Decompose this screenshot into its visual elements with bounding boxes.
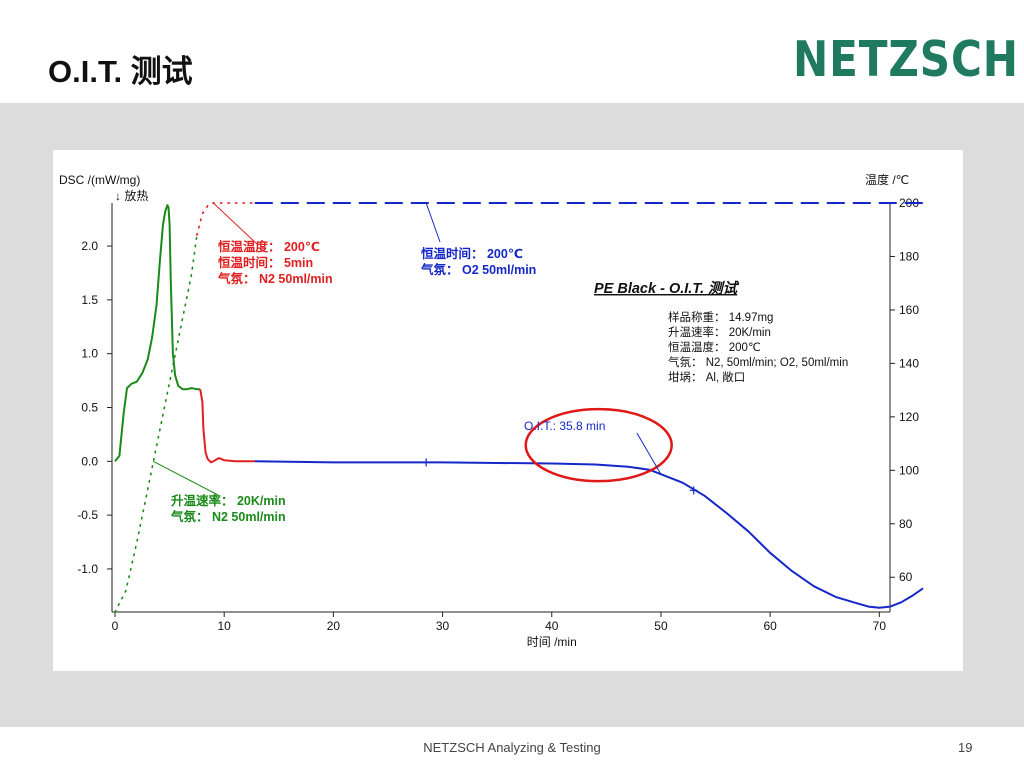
oit-value-label: O.I.T.: 35.8 min	[524, 419, 605, 433]
x-tick-label: 30	[436, 619, 450, 633]
heating-leader	[152, 460, 219, 496]
x-tick-label: 40	[545, 619, 559, 633]
temperature-curve-4	[196, 202, 256, 236]
footer-text: NETZSCH Analyzing & Testing	[423, 740, 601, 755]
temperature-curve-3	[114, 234, 198, 613]
x-axis-title: 时间 /min	[527, 635, 577, 649]
y2-tick-label: 160	[899, 303, 919, 317]
y2-tick-label: 80	[899, 517, 913, 531]
oit-highlight-ellipse	[524, 407, 673, 483]
x-tick-label: 60	[763, 619, 777, 633]
sample-info-line: 样品称重： 14.97mg	[668, 310, 773, 324]
sample-info-line: 升温速率： 20K/min	[668, 325, 771, 339]
n2-hold-leader	[212, 202, 259, 246]
y2-tick-label: 60	[899, 570, 913, 584]
exotherm-note: ↓ 放热	[115, 188, 148, 203]
chart-panel: 0 10 20 30 40 50 60 70 -1.0 -0.5 0.0 0.5 1.0 1.5 2.0 60…	[53, 150, 963, 671]
dsc-curve-0	[114, 204, 201, 462]
o2-hold-annotation: 气氛： O2 50ml/min	[420, 262, 536, 277]
sample-info-line: 气氛： N2, 50ml/min; O2, 50ml/min	[668, 355, 848, 369]
x-tick-label: 70	[873, 619, 887, 633]
y-tick-label: 0.5	[81, 401, 98, 415]
oit-chart: 0 10 20 30 40 50 60 70 -1.0 -0.5 0.0 0.5 1.0 1.5 2.0 60…	[59, 172, 924, 649]
x-tick-label: 10	[218, 619, 232, 633]
dsc-curve-2	[254, 460, 924, 609]
dsc-curve-1	[199, 389, 255, 464]
sample-info-line: 恒温温度： 200℃	[668, 340, 761, 354]
y-tick-label: 0.0	[81, 454, 98, 468]
heating-annotation: 气氛： N2 50ml/min	[170, 509, 286, 524]
y-tick-label: -1.0	[77, 562, 98, 576]
oit-leader	[636, 432, 662, 475]
y2-tick-label: 120	[899, 410, 919, 424]
o2-hold-annotation: 恒温时间： 200℃	[421, 246, 523, 261]
netzsch-logo: NETZSCH	[793, 31, 1019, 88]
o2-hold-leader	[425, 202, 441, 243]
slide-title: O.I.T. 测试	[48, 54, 193, 89]
n2-hold-annotation: 恒温时间： 5min	[218, 255, 313, 270]
chart-curves	[114, 202, 924, 613]
y-tick-label: 1.5	[81, 293, 98, 307]
slide-header: O.I.T. 测试 NETZSCH	[0, 0, 1024, 103]
page-number: 19	[958, 740, 973, 755]
sample-info-line: 坩埚： Al, 敞口	[668, 370, 745, 384]
y2-tick-label: 180	[899, 249, 919, 263]
y-tick-label: 2.0	[81, 239, 98, 253]
y2-axis-title: 温度 /℃	[865, 172, 909, 187]
y2-tick-label: 100	[899, 463, 919, 477]
chart-axes: 0 10 20 30 40 50 60 70 -1.0 -0.5 0.0 0.5 1.0 1.5 2.0 60…	[59, 172, 919, 649]
y-axis-title: DSC /(mW/mg)	[59, 173, 140, 187]
n2-hold-annotation: 气氛： N2 50ml/min	[217, 271, 333, 286]
chart-title: PE Black - O.I.T. 测试	[594, 280, 740, 297]
heating-annotation: 升温速率： 20K/min	[171, 493, 286, 508]
y2-tick-label: 140	[899, 356, 919, 370]
x-tick-label: 20	[327, 619, 341, 633]
y-tick-label: 1.0	[81, 347, 98, 361]
x-tick-label: 0	[112, 619, 119, 633]
x-tick-label: 50	[654, 619, 668, 633]
y-tick-label: -0.5	[77, 508, 98, 522]
n2-hold-annotation: 恒温温度： 200℃	[218, 239, 320, 254]
